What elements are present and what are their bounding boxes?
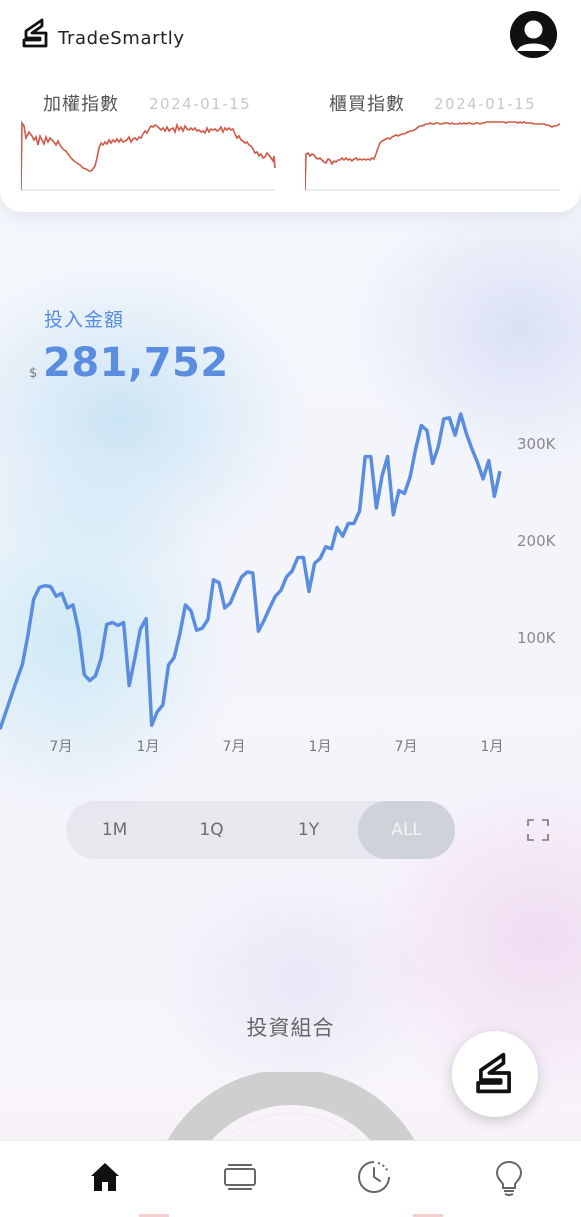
invest-amount-value: 281,752 [43, 340, 229, 386]
nav-home[interactable] [33, 1141, 178, 1217]
logo-icon [476, 1052, 511, 1094]
fullscreen-icon[interactable] [527, 819, 549, 841]
index-sparkline-otc[interactable] [305, 118, 561, 192]
brand-name: TradeSmartly [58, 28, 185, 49]
y-tick-label: 300K [517, 435, 557, 453]
range-selector: 1M 1Q 1Y ALL [66, 801, 455, 859]
y-tick-label: 100K [517, 629, 557, 647]
user-icon [510, 11, 557, 58]
range-button-1y[interactable]: 1Y [297, 820, 320, 840]
y-tick-label: 200K [517, 532, 557, 550]
sparkline-line [21, 120, 276, 191]
home-icon [91, 1163, 119, 1191]
range-button-all[interactable]: ALL [358, 801, 455, 859]
index-name-otc[interactable]: 櫃買指數 [329, 94, 405, 115]
index-name-taiex[interactable]: 加權指數 [43, 94, 119, 115]
nav-history[interactable] [302, 1141, 447, 1217]
index-sparkline-taiex[interactable] [21, 118, 277, 192]
currency-symbol: $ [29, 366, 38, 381]
portfolio-title: 投資組合 [246, 1016, 335, 1040]
avatar[interactable] [510, 11, 557, 58]
x-tick-label: 1月 [309, 739, 332, 755]
x-tick-label: 7月 [395, 739, 418, 755]
x-tick-label: 1月 [481, 739, 504, 755]
donut-inner-ring [191, 1112, 391, 1212]
history-icon [358, 1161, 390, 1193]
investment-line-chart[interactable]: 300K 200K 100K 7月 1月 7月 1月 7月 1月 [0, 380, 581, 770]
bottom-nav [0, 1140, 581, 1217]
index-date-otc: 2024-01-15 [434, 95, 537, 113]
nav-ideas[interactable] [437, 1141, 581, 1217]
header-card: TradeSmartly 加權指數 2024-01-15 櫃買指數 2024-0… [0, 0, 581, 212]
range-button-1m[interactable]: 1M [101, 820, 128, 840]
x-tick-label: 7月 [223, 739, 246, 755]
nav-cards[interactable] [168, 1141, 313, 1217]
quick-trade-button[interactable] [452, 1031, 538, 1117]
x-tick-label: 1月 [137, 739, 160, 755]
logo-icon[interactable] [20, 16, 52, 50]
idea-icon [495, 1160, 523, 1196]
invest-amount-label: 投入金額 [44, 309, 125, 331]
range-button-1q[interactable]: 1Q [199, 820, 224, 840]
sparkline-line [305, 121, 561, 191]
cards-icon [224, 1164, 256, 1190]
index-date-taiex: 2024-01-15 [149, 95, 252, 113]
x-tick-label: 7月 [50, 739, 73, 755]
series-line [0, 412, 502, 730]
